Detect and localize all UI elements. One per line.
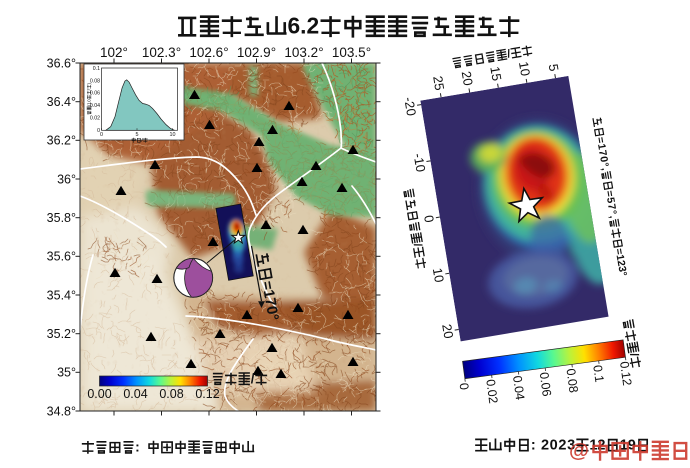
svg-text:102.9°: 102.9°: [237, 45, 276, 60]
svg-text:35.4°: 35.4°: [47, 288, 76, 302]
svg-text:6.2: 6.2: [287, 13, 319, 39]
svg-text:10: 10: [516, 60, 533, 77]
svg-text:35.2°: 35.2°: [47, 327, 76, 341]
svg-text:20: 20: [439, 323, 456, 340]
svg-text::: :: [135, 440, 140, 455]
svg-text:(10: (10: [87, 99, 92, 106]
svg-text:25: 25: [430, 75, 447, 92]
svg-text:102.6°: 102.6°: [189, 45, 228, 60]
svg-text:102°: 102°: [100, 45, 128, 60]
svg-text:36.4°: 36.4°: [47, 95, 76, 109]
svg-text:@: @: [569, 439, 589, 462]
svg-text:0.1: 0.1: [93, 66, 100, 72]
svg-text:10: 10: [170, 132, 176, 138]
svg-text:5: 5: [136, 132, 139, 138]
svg-text:35.8°: 35.8°: [47, 211, 76, 225]
svg-text:36.2°: 36.2°: [47, 134, 76, 148]
svg-text:35°: 35°: [57, 366, 76, 380]
svg-text:36°: 36°: [57, 172, 76, 186]
svg-text:-20: -20: [401, 96, 419, 117]
svg-text:34.8°: 34.8°: [47, 404, 76, 418]
svg-text:0.00: 0.00: [87, 387, 111, 401]
svg-text:-10: -10: [411, 152, 429, 173]
svg-text:/: /: [251, 371, 255, 386]
svg-text:15: 15: [487, 65, 504, 82]
svg-text:10: 10: [430, 267, 447, 284]
svg-text:102.3°: 102.3°: [142, 45, 181, 60]
svg-text:103.2°: 103.2°: [284, 45, 323, 60]
svg-text:36.6°: 36.6°: [47, 56, 76, 70]
svg-text:0: 0: [100, 132, 103, 138]
svg-text:20: 20: [459, 70, 476, 87]
svg-text:0.06: 0.06: [90, 91, 100, 97]
svg-text:0.02: 0.02: [90, 116, 100, 122]
svg-text:35.6°: 35.6°: [47, 250, 76, 264]
svg-text:0.12: 0.12: [195, 387, 219, 401]
svg-text:103.5°: 103.5°: [332, 45, 371, 60]
svg-text:0.1: 0.1: [590, 364, 606, 383]
svg-text:0.04: 0.04: [123, 387, 147, 401]
svg-text:0.08: 0.08: [159, 387, 183, 401]
